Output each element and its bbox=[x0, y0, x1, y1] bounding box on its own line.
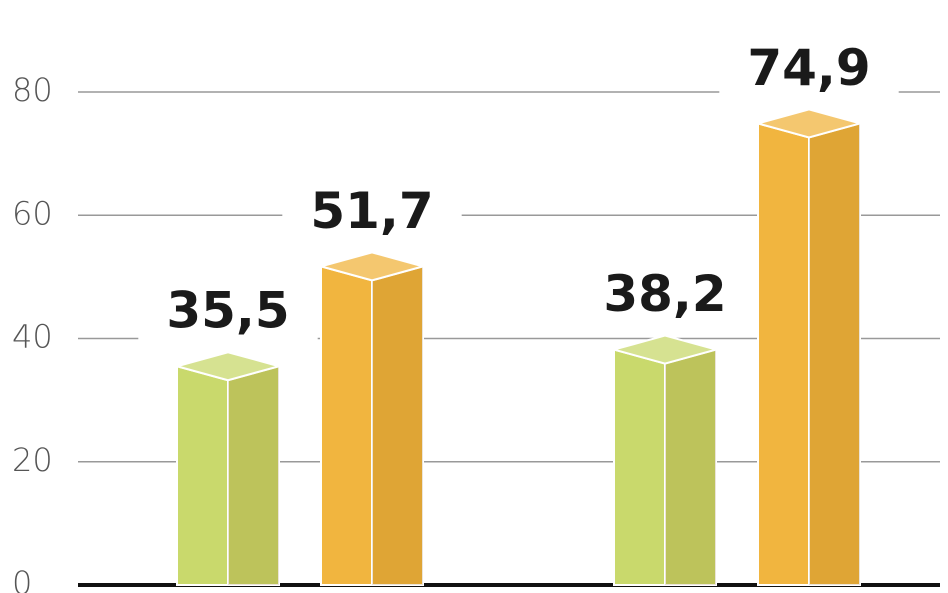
bar-top-shade bbox=[177, 352, 279, 381]
bars bbox=[173, 108, 864, 586]
bar bbox=[610, 334, 720, 586]
bar-side-shade bbox=[809, 123, 860, 586]
bar-side-shade bbox=[228, 366, 279, 585]
bar-top-shade bbox=[321, 252, 423, 281]
bar bbox=[317, 251, 427, 586]
bar-top-shade bbox=[758, 109, 860, 138]
bar-front bbox=[757, 122, 810, 586]
labels: 35,5 38,2 51,7 74,9 bbox=[138, 38, 899, 340]
bar-top bbox=[173, 351, 283, 382]
value-label: 74,9 bbox=[747, 39, 870, 97]
bar-front bbox=[320, 265, 373, 586]
bar-front bbox=[176, 364, 229, 586]
bar-top bbox=[754, 108, 864, 139]
label-bg bbox=[138, 281, 318, 340]
bar bbox=[754, 108, 864, 586]
bar-side-shade bbox=[372, 266, 423, 585]
y-tick-label: 20 bbox=[12, 441, 53, 479]
y-tick-label: 60 bbox=[12, 194, 53, 232]
value-label: 51,7 bbox=[310, 182, 433, 240]
y-tick-label: 80 bbox=[12, 71, 53, 109]
bar-front bbox=[613, 348, 666, 586]
bar bbox=[173, 351, 283, 586]
value-label: 38,2 bbox=[603, 265, 726, 323]
label-bg bbox=[282, 181, 462, 240]
bar-top-shade bbox=[614, 335, 716, 364]
bar-top bbox=[610, 334, 720, 365]
bar-top bbox=[317, 251, 427, 282]
value-label: 35,5 bbox=[166, 282, 289, 340]
y-tick-label: 0 bbox=[12, 564, 32, 593]
label-bg bbox=[719, 38, 899, 97]
bar-side-shade bbox=[665, 349, 716, 585]
label-bg bbox=[575, 265, 755, 324]
y-tick-label: 40 bbox=[12, 318, 53, 356]
